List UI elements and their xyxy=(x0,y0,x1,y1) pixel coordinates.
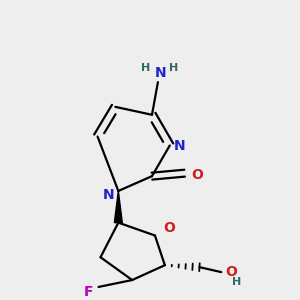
Text: N: N xyxy=(174,140,185,153)
Polygon shape xyxy=(114,191,122,223)
Text: H: H xyxy=(141,63,151,73)
Text: H: H xyxy=(169,63,178,73)
Text: N: N xyxy=(103,188,114,202)
Text: O: O xyxy=(192,168,203,182)
Text: N: N xyxy=(155,66,167,80)
Text: O: O xyxy=(163,220,175,235)
Text: H: H xyxy=(232,277,242,287)
Text: O: O xyxy=(225,265,237,279)
Text: F: F xyxy=(84,285,93,299)
